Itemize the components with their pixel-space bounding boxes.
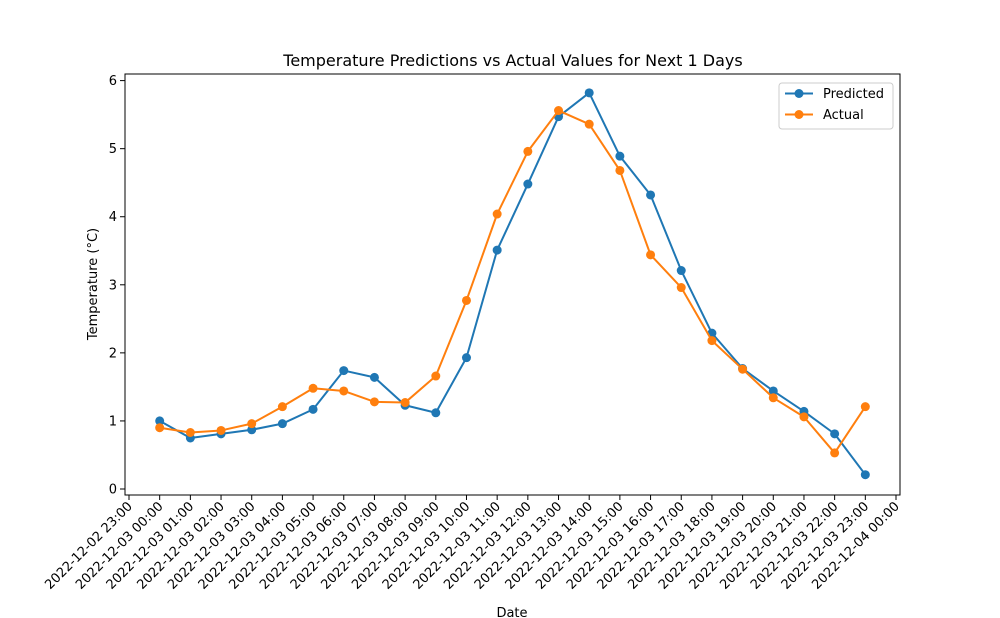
data-point-actual: [799, 412, 809, 422]
data-point-predicted: [676, 266, 686, 276]
data-point-actual: [738, 364, 748, 374]
data-point-actual: [646, 250, 656, 260]
data-point-actual: [431, 371, 441, 381]
legend: Predicted Actual: [778, 82, 894, 130]
data-point-actual: [492, 209, 502, 219]
data-point-predicted: [860, 470, 870, 480]
legend-swatch-marker: [794, 89, 804, 98]
legend-swatch-marker: [794, 110, 804, 119]
series-layer: [155, 88, 870, 480]
data-point-actual: [339, 386, 349, 396]
data-point-predicted: [830, 429, 840, 439]
data-point-actual: [155, 423, 165, 433]
series-line-actual: [159, 109, 867, 454]
y-tick-label: 0: [109, 483, 117, 498]
data-point-predicted: [369, 372, 379, 382]
y-tick-label: 4: [109, 210, 117, 225]
data-point-actual: [277, 402, 287, 412]
y-tick-label: 6: [109, 74, 117, 89]
series-actual: [155, 106, 870, 458]
data-point-predicted: [523, 179, 533, 189]
data-point-predicted: [615, 151, 625, 161]
data-point-predicted: [492, 245, 502, 255]
data-point-actual: [400, 398, 410, 408]
data-point-actual: [185, 428, 195, 438]
legend-label: Actual: [823, 108, 864, 123]
data-point-actual: [461, 295, 471, 305]
y-tick-label: 3: [109, 278, 117, 293]
legend-item-actual: Actual: [785, 108, 864, 123]
y-axis-label: Temperature (°C): [86, 228, 101, 341]
y-tick-label: 2: [109, 346, 117, 361]
data-point-actual: [369, 397, 379, 407]
data-point-predicted: [308, 404, 318, 414]
y-axis-ticks: 0 1 2 3 4 5 6: [109, 74, 125, 498]
data-point-actual: [523, 146, 533, 156]
data-point-predicted: [768, 386, 778, 396]
data-point-actual: [860, 402, 870, 412]
data-point-actual: [707, 336, 717, 346]
y-tick-label: 1: [109, 414, 117, 429]
data-point-actual: [830, 448, 840, 458]
data-point-predicted: [584, 88, 594, 98]
data-point-predicted: [646, 190, 656, 200]
data-point-actual: [216, 425, 226, 435]
data-point-actual: [768, 393, 778, 403]
chart-title: Temperature Predictions vs Actual Values…: [282, 51, 742, 70]
data-point-actual: [676, 283, 686, 293]
data-point-actual: [247, 419, 257, 429]
data-point-predicted: [277, 419, 287, 429]
series-line-predicted: [159, 91, 867, 476]
data-point-actual: [308, 383, 318, 393]
legend-item-predicted: Predicted: [785, 87, 884, 102]
data-point-actual: [554, 106, 564, 116]
data-point-predicted: [155, 416, 165, 426]
y-tick-label: 5: [109, 142, 117, 157]
x-axis-label: Date: [496, 606, 527, 618]
data-point-actual: [584, 119, 594, 129]
legend-label: Predicted: [823, 87, 884, 102]
data-point-predicted: [339, 366, 349, 376]
data-point-actual: [615, 165, 625, 175]
plot-frame: [124, 73, 901, 496]
data-point-predicted: [461, 353, 471, 363]
data-point-predicted: [431, 408, 441, 418]
